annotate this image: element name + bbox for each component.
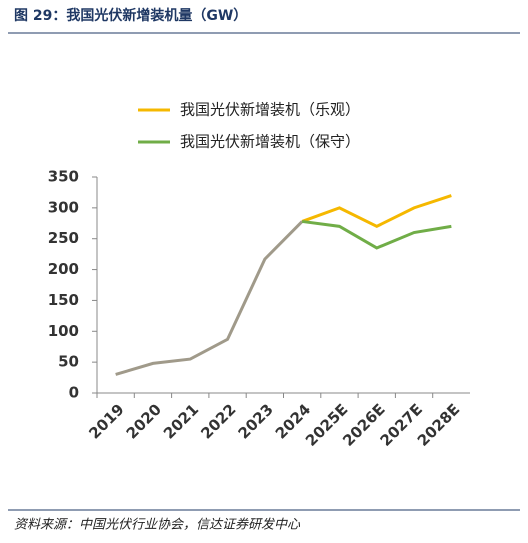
series-line [301,219,452,250]
y-tick-label: 200 [48,260,79,278]
y-tick-label: 0 [69,384,79,402]
x-tick-label: 2020 [123,400,165,442]
y-tick-label: 150 [48,291,79,309]
y-tick-label: 250 [48,229,79,247]
x-tick-label: 2022 [197,400,239,442]
y-tick-label: 100 [48,322,79,340]
x-tick-label: 2019 [85,400,127,442]
x-tick-label: 2023 [235,400,277,442]
y-tick-label: 50 [58,353,79,371]
x-tick-label: 2028E [414,400,463,449]
legend-label: 我国光伏新增装机（保守） [180,133,360,151]
source: 资料来源：中国光伏行业协会，信达证券研发中心 [14,518,301,533]
y-tick-label: 350 [48,168,79,186]
y-tick-label: 300 [48,198,79,216]
legend-label: 我国光伏新增装机（乐观） [180,101,360,119]
chart-title: 图 29：我国光伏新增装机量（GW） [14,7,247,24]
x-tick-label: 2021 [160,400,202,442]
series-line [115,220,304,376]
series-line [301,194,452,229]
